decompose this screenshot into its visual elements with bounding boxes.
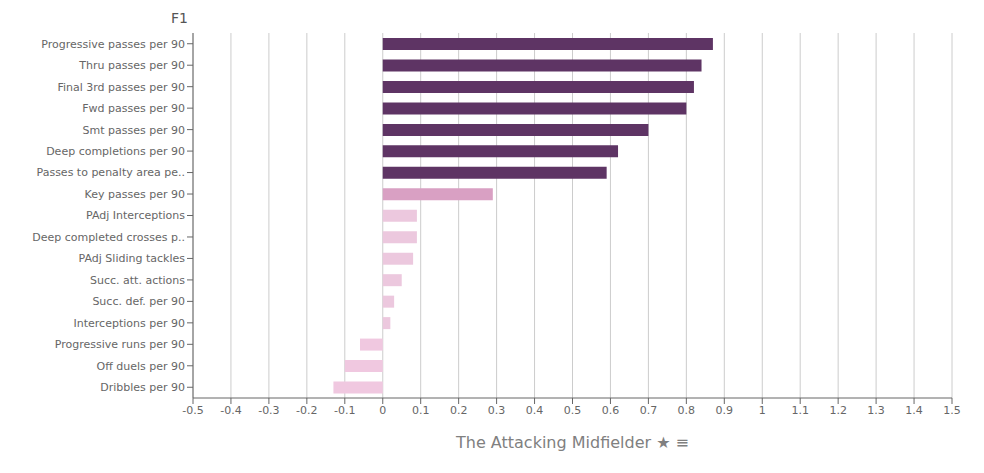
svg-text:Progressive runs per 90: Progressive runs per 90 [55, 338, 185, 351]
svg-text:-0.5: -0.5 [182, 404, 203, 417]
svg-text:1.4: 1.4 [905, 404, 923, 417]
svg-text:Key passes per 90: Key passes per 90 [85, 188, 185, 201]
svg-text:Deep completed crosses p..: Deep completed crosses p.. [32, 231, 185, 244]
svg-text:Succ. def. per 90: Succ. def. per 90 [92, 295, 185, 308]
svg-text:0: 0 [379, 404, 386, 417]
svg-text:1.5: 1.5 [943, 404, 961, 417]
svg-text:1.3: 1.3 [867, 404, 885, 417]
svg-text:Dribbles per 90: Dribbles per 90 [100, 381, 185, 394]
svg-text:-0.1: -0.1 [334, 404, 355, 417]
svg-text:Deep completions per 90: Deep completions per 90 [46, 145, 185, 158]
svg-text:1: 1 [759, 404, 766, 417]
svg-text:0.1: 0.1 [412, 404, 430, 417]
svg-text:Final 3rd passes per 90: Final 3rd passes per 90 [57, 81, 185, 94]
svg-text:Smt passes per 90: Smt passes per 90 [83, 124, 185, 137]
svg-text:0.8: 0.8 [678, 404, 696, 417]
svg-text:Progressive passes per 90: Progressive passes per 90 [41, 38, 185, 51]
svg-text:0.5: 0.5 [564, 404, 582, 417]
svg-text:-0.4: -0.4 [220, 404, 241, 417]
svg-text:0.6: 0.6 [602, 404, 620, 417]
svg-text:-0.3: -0.3 [258, 404, 279, 417]
svg-text:-0.2: -0.2 [296, 404, 317, 417]
svg-text:Interceptions per 90: Interceptions per 90 [74, 317, 185, 330]
svg-text:Thru passes per 90: Thru passes per 90 [78, 59, 185, 72]
svg-text:The Attacking Midfielder ★ ≡: The Attacking Midfielder ★ ≡ [455, 433, 689, 452]
svg-text:Fwd passes per 90: Fwd passes per 90 [82, 102, 185, 115]
svg-text:PAdj Interceptions: PAdj Interceptions [86, 209, 185, 222]
svg-text:0.9: 0.9 [716, 404, 734, 417]
svg-text:0.3: 0.3 [488, 404, 506, 417]
svg-text:Passes to penalty area pe..: Passes to penalty area pe.. [37, 166, 185, 179]
svg-text:0.4: 0.4 [526, 404, 544, 417]
svg-text:0.2: 0.2 [450, 404, 468, 417]
svg-text:Off duels per 90: Off duels per 90 [96, 360, 185, 373]
svg-text:Succ. att. actions: Succ. att. actions [90, 274, 185, 287]
svg-text:1.2: 1.2 [829, 404, 847, 417]
html-text:F1: F1 [171, 10, 188, 26]
svg-text:1.1: 1.1 [791, 404, 809, 417]
svg-text:0.7: 0.7 [640, 404, 658, 417]
svg-text:PAdj Sliding tackles: PAdj Sliding tackles [79, 252, 186, 265]
